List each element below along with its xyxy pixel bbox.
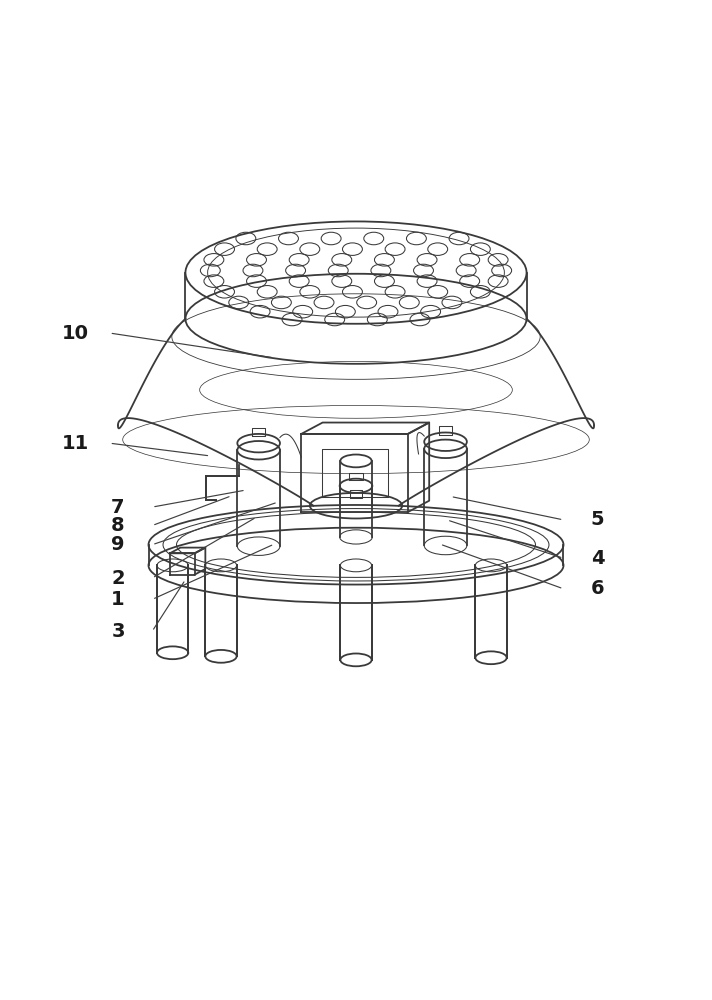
Text: 11: 11 <box>62 434 89 453</box>
Text: 5: 5 <box>591 510 604 529</box>
Text: 1: 1 <box>111 590 125 609</box>
Text: 2: 2 <box>111 569 125 588</box>
Text: 3: 3 <box>111 622 125 641</box>
Text: 8: 8 <box>111 516 125 535</box>
Text: 9: 9 <box>111 535 125 554</box>
Text: 6: 6 <box>591 579 604 598</box>
Text: 4: 4 <box>591 549 604 568</box>
Text: 10: 10 <box>62 324 89 343</box>
Text: 7: 7 <box>111 498 125 517</box>
